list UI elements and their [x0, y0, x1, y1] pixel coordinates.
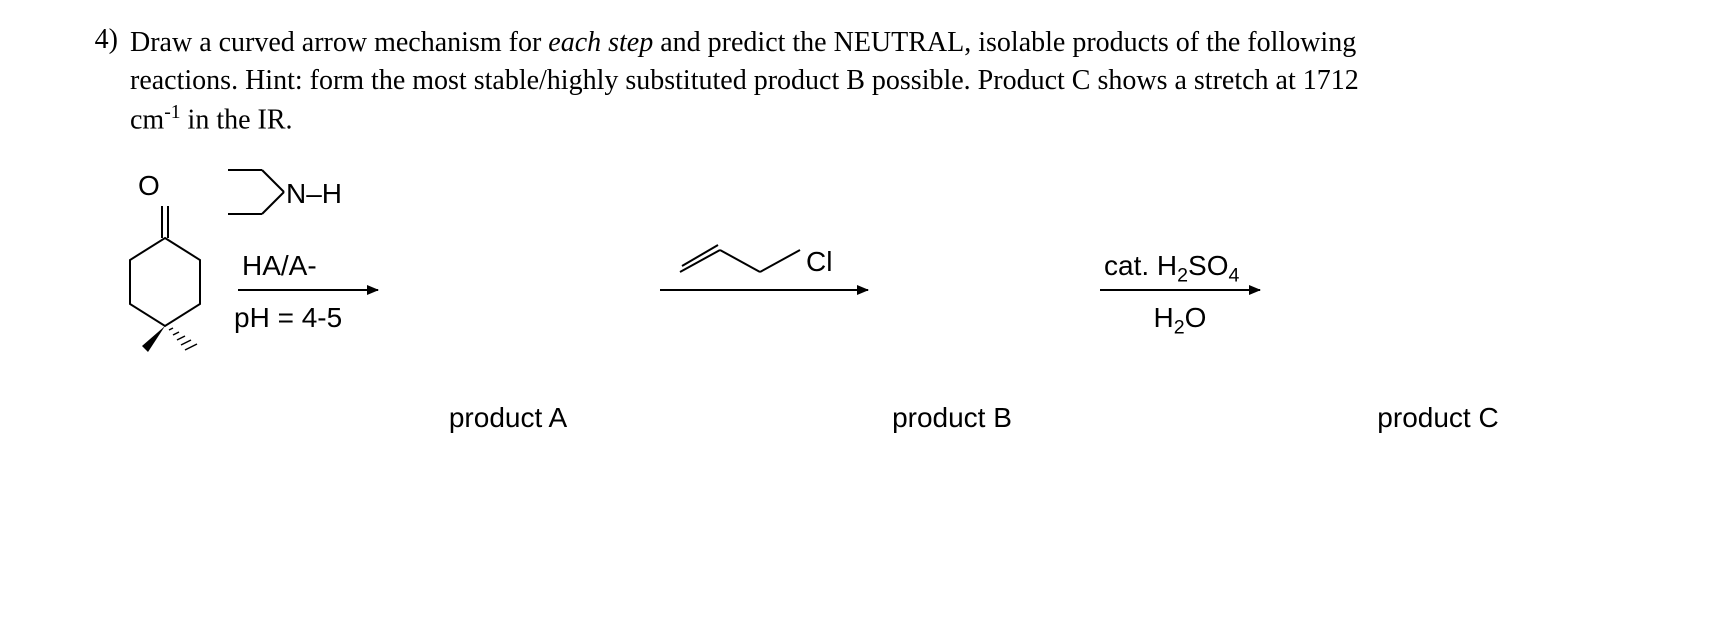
- product-C-label: product C: [1377, 402, 1498, 434]
- product-B-label: product B: [892, 402, 1012, 434]
- arrow3-bot-a: H: [1154, 302, 1174, 333]
- q-line1-a: Draw a curved arrow mechanism for: [130, 27, 548, 58]
- arrow1-top-label: HA/A-: [242, 250, 317, 282]
- question-row: 4) Draw a curved arrow mechanism for eac…: [60, 24, 1656, 139]
- page: 4) Draw a curved arrow mechanism for eac…: [0, 0, 1716, 628]
- carbonyl-O-label: O: [138, 170, 160, 202]
- allyl-chloride: [680, 245, 800, 272]
- arrow1-bottom-label: pH = 4-5: [234, 302, 342, 334]
- arrow3-top-sub1: 2: [1177, 265, 1188, 287]
- question-text: Draw a curved arrow mechanism for each s…: [130, 24, 1359, 139]
- arrow3-top-a: cat. H: [1104, 250, 1177, 281]
- q-line1-italic: each step: [548, 27, 653, 58]
- arrow3-bot-sub: 2: [1174, 317, 1185, 339]
- amine-NH-label: N–H: [286, 178, 342, 210]
- q-line3-a: cm: [130, 104, 164, 135]
- q-line1-b: and predict the NEUTRAL, isolable produc…: [653, 27, 1356, 58]
- reaction-scheme: O N–H HA/A- pH = 4-5 Cl cat. H2SO4 H2O p…: [120, 160, 1660, 480]
- arrow3-top-label: cat. H2SO4: [1104, 250, 1239, 288]
- arrow3-top-sub2: 4: [1229, 265, 1240, 287]
- product-A-label: product A: [449, 402, 567, 434]
- cyclohexanone: [130, 206, 200, 352]
- question-number: 4): [60, 24, 130, 56]
- allyl-Cl-label: Cl: [806, 246, 832, 278]
- secondary-amine: [228, 170, 284, 214]
- q-line3-b: in the IR.: [181, 104, 293, 135]
- q-line3-sup: -1: [164, 102, 180, 123]
- arrow3-top-b: SO: [1188, 250, 1228, 281]
- arrow3-bottom-label: H2O: [1154, 302, 1207, 340]
- arrow3-bot-b: O: [1185, 302, 1207, 333]
- q-line2: reactions. Hint: form the most stable/hi…: [130, 65, 1359, 96]
